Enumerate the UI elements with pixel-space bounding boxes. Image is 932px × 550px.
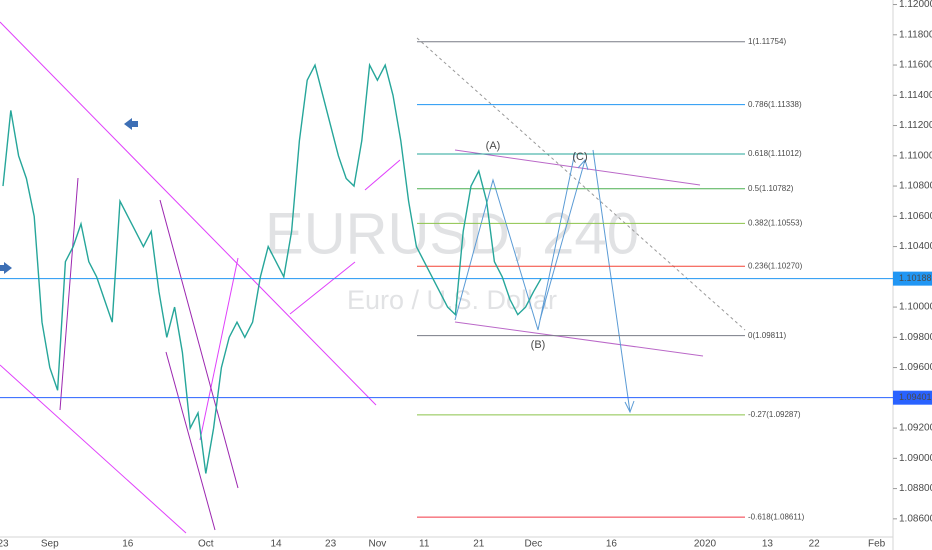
- fib-label: -0.27(1.09287): [748, 410, 801, 419]
- fib-label: 0.618(1.11012): [748, 149, 802, 158]
- y-tick-label: 1.11600: [899, 60, 932, 71]
- y-tick-label: 1.11400: [899, 90, 932, 101]
- wave-label: (A): [486, 140, 501, 152]
- x-tick-label: 23: [0, 539, 9, 550]
- fib-label: 0.382(1.10553): [748, 219, 803, 228]
- x-tick-label: 16: [122, 539, 134, 550]
- x-tick-label: 22: [809, 539, 821, 550]
- fib-label: 0.5(1.10782): [748, 184, 794, 193]
- arrow-line: [539, 159, 586, 321]
- price-label: 1.09401: [899, 392, 932, 402]
- wave-label: (B): [531, 339, 546, 351]
- x-tick-label: 21: [473, 539, 485, 550]
- y-tick-label: 1.09000: [899, 453, 932, 464]
- marker-arrow: [124, 118, 138, 130]
- y-tick-label: 1.10600: [899, 211, 932, 222]
- price-box: [893, 271, 932, 286]
- channel-line: [454, 321, 704, 357]
- x-tick-label: 2020: [694, 539, 717, 550]
- watermark-title: EURUSD, 240: [265, 201, 639, 266]
- trend-line: [0, 364, 187, 534]
- y-tick-label: 1.09600: [899, 362, 932, 373]
- y-tick-label: 1.10400: [899, 241, 932, 252]
- y-tick-label: 1.12000: [899, 0, 932, 10]
- y-tick-label: 1.10000: [899, 302, 932, 313]
- x-tick-label: 16: [606, 539, 618, 550]
- arrow-head: [577, 158, 589, 171]
- y-tick-label: 1.11800: [899, 29, 932, 40]
- y-tick-label: 1.10800: [899, 181, 932, 192]
- wave-label: (C): [572, 151, 587, 163]
- trend-line: [199, 257, 239, 441]
- trend-line: [159, 199, 239, 489]
- fib-label: 0.786(1.11338): [748, 100, 802, 109]
- x-tick-label: 11: [419, 539, 430, 550]
- y-tick-label: 1.08800: [899, 483, 932, 494]
- x-tick-label: Feb: [868, 539, 886, 550]
- channel-line: [454, 149, 701, 186]
- fib-trend-line: [416, 37, 746, 331]
- wave-path: [454, 151, 576, 331]
- y-tick-label: 1.11000: [899, 150, 932, 161]
- marker-arrow: [0, 262, 12, 274]
- trend-line: [0, 21, 377, 406]
- fib-label: 0.236(1.10270): [748, 261, 803, 270]
- arrow-line: [592, 149, 631, 413]
- x-tick-label: Dec: [525, 539, 543, 550]
- arrow-head: [624, 400, 635, 414]
- y-tick-label: 1.09800: [899, 332, 932, 343]
- x-tick-label: 13: [762, 539, 774, 550]
- x-tick-label: 23: [325, 539, 337, 550]
- price-box: [893, 390, 932, 405]
- x-tick-label: Nov: [369, 539, 387, 550]
- fib-label: 1(1.11754): [748, 37, 786, 46]
- y-tick-label: 1.11200: [899, 120, 932, 131]
- trend-line: [289, 261, 356, 315]
- price-label: 1.10188: [899, 273, 932, 283]
- drawings: [0, 21, 746, 534]
- trend-line: [364, 159, 401, 191]
- price-line-series: [2, 62, 542, 474]
- trend-line: [59, 177, 79, 411]
- fib-label: -0.618(1.08611): [748, 512, 805, 521]
- y-tick-label: 1.09200: [899, 423, 932, 434]
- x-tick-label: Oct: [198, 539, 214, 550]
- x-tick-label: 14: [270, 539, 282, 550]
- trend-line: [165, 351, 216, 531]
- y-tick-label: 1.08600: [899, 513, 932, 524]
- x-tick-label: Sep: [41, 539, 59, 550]
- fib-label: 0(1.09811): [748, 331, 786, 340]
